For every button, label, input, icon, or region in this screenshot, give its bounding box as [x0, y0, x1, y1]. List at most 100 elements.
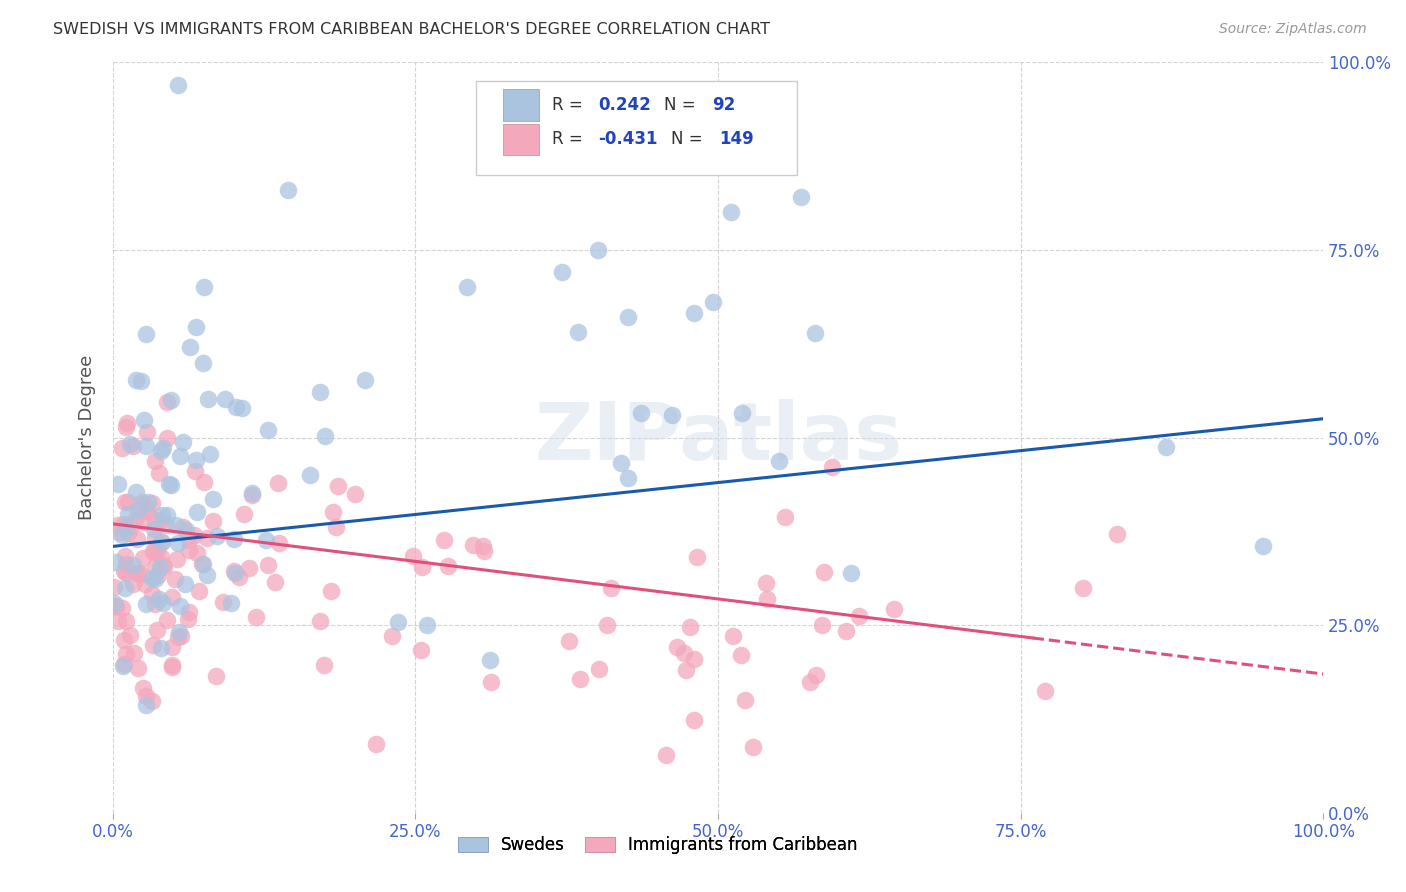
Point [150, 534, 173, 549]
Point [267, 536, 290, 550]
Point [461, 538, 484, 552]
Point [835, 624, 858, 638]
Point [228, 570, 250, 584]
Point [224, 564, 246, 578]
Point [245, 610, 267, 624]
Point [141, 694, 163, 708]
Point [277, 183, 299, 197]
Point [683, 652, 706, 666]
FancyBboxPatch shape [477, 81, 797, 175]
Point [478, 653, 501, 667]
Point [135, 698, 157, 712]
Point [238, 561, 260, 575]
Point [205, 529, 228, 543]
Point [839, 566, 862, 581]
Point [299, 468, 322, 483]
Point [186, 320, 208, 334]
Point [107, 614, 129, 628]
Point [112, 516, 135, 531]
Point [679, 620, 702, 634]
Point [112, 659, 135, 673]
Point [755, 575, 778, 590]
Point [111, 601, 134, 615]
Point [1071, 581, 1094, 595]
Point [179, 605, 201, 619]
Point [170, 629, 193, 643]
Point [610, 457, 633, 471]
Point [321, 584, 343, 599]
Point [134, 576, 156, 591]
Point [240, 488, 263, 502]
Point [197, 531, 219, 545]
Point [673, 646, 696, 660]
Point [131, 495, 153, 509]
Point [219, 597, 242, 611]
Point [654, 747, 676, 762]
Point [134, 503, 156, 517]
Point [720, 205, 742, 219]
Point [120, 628, 142, 642]
Text: ZIPatlas: ZIPatlas [534, 399, 903, 476]
Point [111, 441, 134, 455]
Point [149, 535, 172, 549]
Point [588, 662, 610, 676]
Point [149, 513, 172, 527]
Point [125, 484, 148, 499]
Point [256, 424, 278, 438]
Point [131, 498, 153, 512]
Point [191, 356, 214, 370]
Point [456, 280, 478, 294]
Point [103, 580, 125, 594]
Point [177, 612, 200, 626]
Point [202, 514, 225, 528]
Text: 0.242: 0.242 [598, 96, 651, 114]
Point [267, 476, 290, 491]
Point [156, 431, 179, 445]
Point [157, 476, 180, 491]
Point [148, 591, 170, 606]
Point [136, 495, 159, 509]
Point [149, 443, 172, 458]
Point [775, 510, 797, 524]
Point [165, 572, 187, 586]
Point [135, 327, 157, 342]
Point [730, 648, 752, 662]
Point [104, 599, 127, 614]
Text: Source: ZipAtlas.com: Source: ZipAtlas.com [1219, 22, 1367, 37]
Point [436, 559, 458, 574]
Point [402, 549, 425, 564]
Point [666, 640, 689, 655]
Point [558, 634, 581, 648]
Point [661, 408, 683, 422]
Point [107, 476, 129, 491]
Point [569, 672, 592, 686]
Point [166, 536, 188, 550]
Y-axis label: Bachelor's Degree: Bachelor's Degree [79, 355, 96, 520]
Point [233, 507, 256, 521]
Point [166, 551, 188, 566]
Point [125, 532, 148, 546]
Point [191, 557, 214, 571]
Text: R =: R = [553, 96, 588, 114]
Text: R =: R = [553, 130, 588, 148]
Point [117, 507, 139, 521]
Point [325, 520, 347, 534]
Point [184, 453, 207, 467]
Point [179, 340, 201, 354]
Point [433, 533, 456, 547]
Point [135, 504, 157, 518]
Point [141, 495, 163, 509]
Point [115, 557, 138, 571]
Point [1107, 527, 1129, 541]
Point [183, 464, 205, 478]
Point [257, 558, 280, 572]
Point [173, 577, 195, 591]
Point [366, 737, 388, 751]
Point [146, 543, 169, 558]
Point [150, 508, 173, 522]
Point [135, 689, 157, 703]
Point [1033, 683, 1056, 698]
Point [172, 434, 194, 449]
Point [214, 392, 236, 406]
Point [142, 545, 165, 559]
